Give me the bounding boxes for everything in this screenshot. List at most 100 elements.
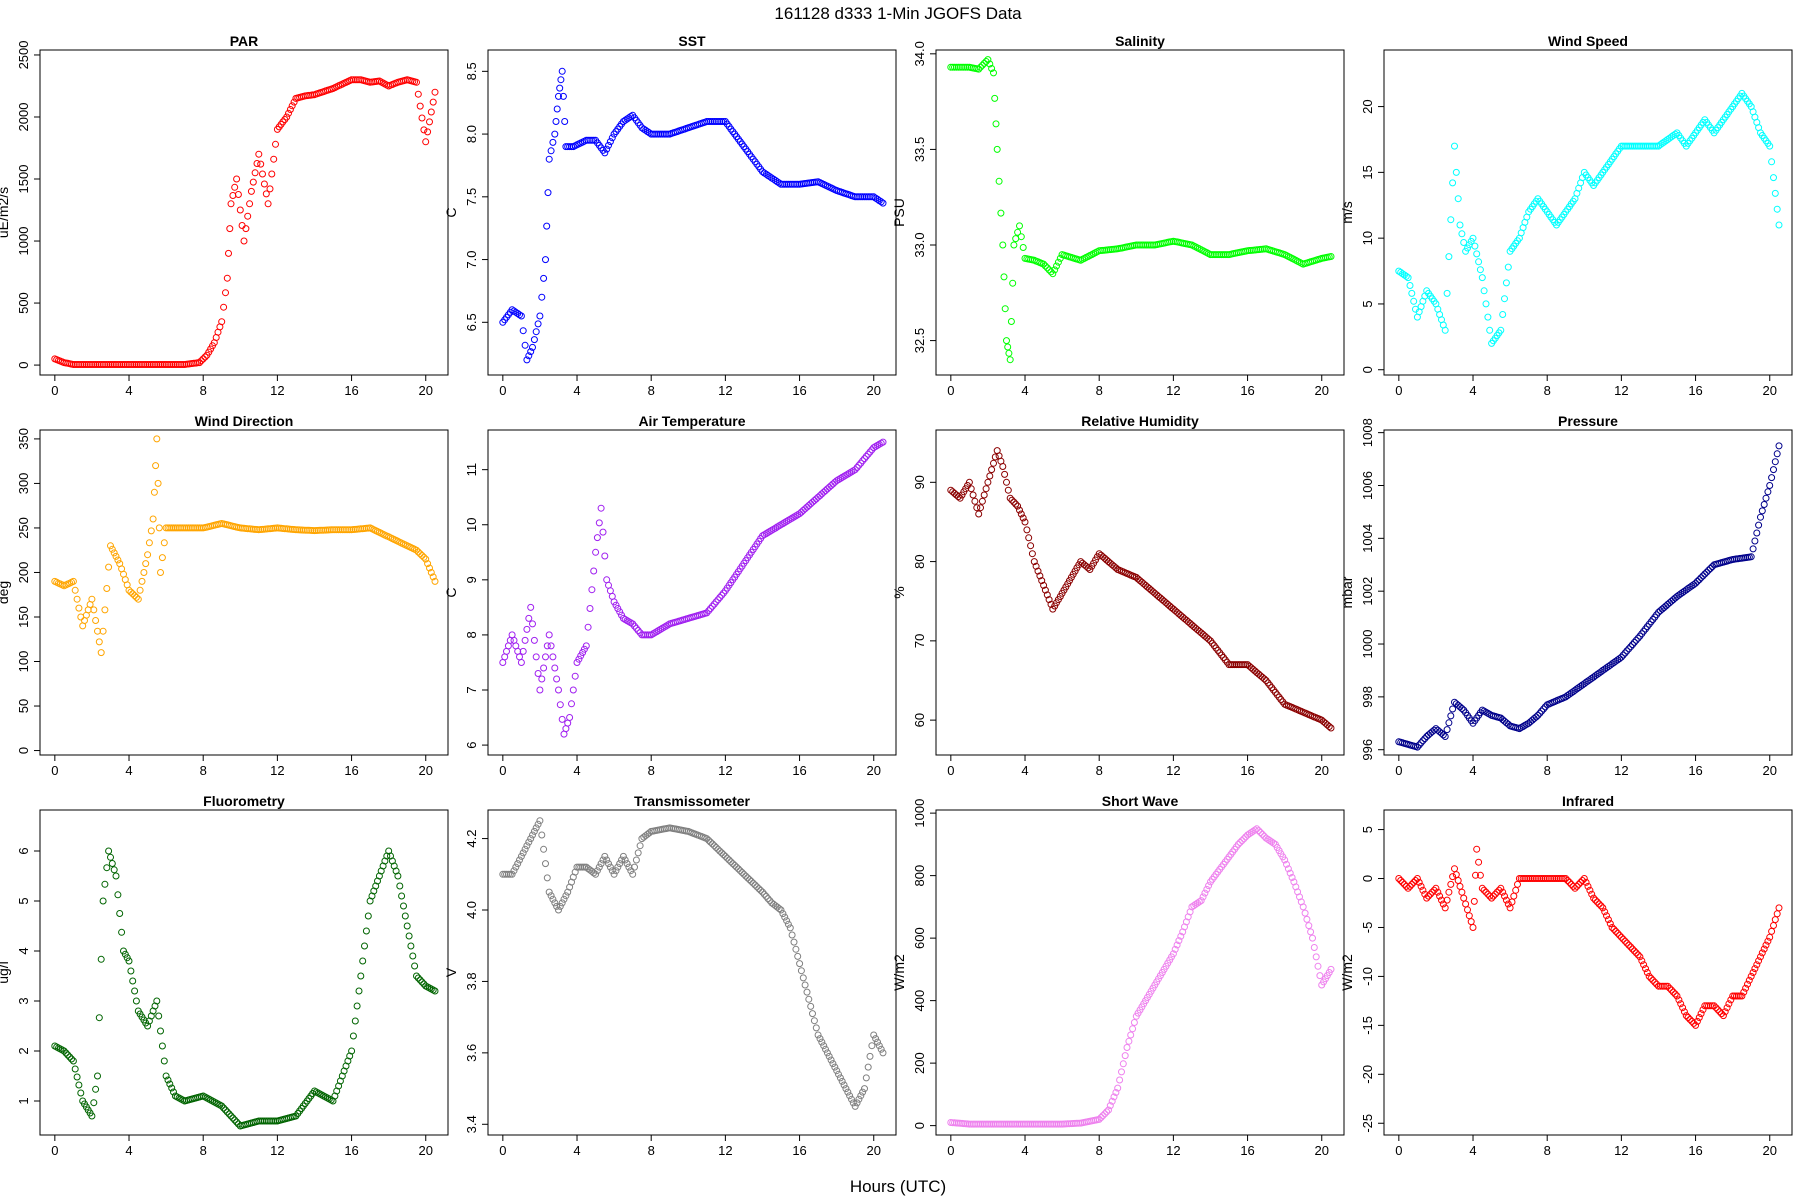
data-point — [1441, 326, 1449, 334]
data-point — [1603, 912, 1610, 920]
plot-frame — [1383, 809, 1793, 1136]
data-point — [1458, 230, 1466, 238]
data-point — [1119, 1060, 1127, 1068]
data-point — [1014, 502, 1022, 510]
data-point — [580, 863, 588, 871]
data-point — [986, 60, 994, 68]
data-point — [411, 962, 419, 970]
y-tick-label: 1006 — [1360, 471, 1375, 500]
data-point — [1095, 1115, 1103, 1123]
data-point — [1680, 1008, 1688, 1016]
data-point — [1593, 898, 1601, 906]
data-point — [431, 987, 439, 995]
data-point — [978, 61, 986, 69]
data-point — [1475, 858, 1483, 866]
data-point — [1482, 888, 1490, 896]
data-point — [1454, 195, 1462, 203]
plot-frame — [39, 49, 449, 376]
data-point — [1084, 564, 1092, 572]
data-point — [1103, 556, 1111, 564]
data-point — [1006, 356, 1014, 364]
data-point — [980, 491, 988, 499]
data-point — [1273, 691, 1281, 699]
data-point — [99, 627, 107, 635]
data-point — [527, 835, 535, 843]
y-tick-label: -5 — [1360, 922, 1375, 934]
y-axis-label: uE/m2/s — [0, 187, 11, 238]
data-point — [1205, 882, 1213, 890]
data-point — [553, 902, 561, 910]
data-point — [1472, 871, 1479, 879]
data-point — [1629, 641, 1636, 649]
panel-transmissometer: Transmissometer V 0 4 8 12 16 20 3.4 3.6 3.8 4.0 4.2 — [443, 793, 897, 1158]
data-point — [727, 858, 735, 866]
data-point — [805, 995, 813, 1003]
data-point — [762, 892, 770, 900]
x-tick-label: 20 — [419, 1143, 433, 1158]
data-point — [1649, 976, 1657, 984]
data-point — [418, 978, 426, 986]
data-point — [1467, 918, 1475, 926]
y-axis-label: ug/l — [0, 961, 11, 984]
figure-title: 161128 d333 1-Min JGOFS Data — [774, 4, 1022, 23]
data-point — [612, 867, 620, 875]
data-point — [1773, 450, 1781, 458]
data-point — [94, 1072, 101, 1080]
data-point — [427, 108, 435, 116]
data-point — [351, 1017, 359, 1025]
data-point — [409, 952, 417, 960]
data-point — [1578, 877, 1586, 884]
data-point — [1423, 894, 1431, 902]
data-point — [840, 472, 848, 480]
data-point — [781, 913, 789, 921]
data-point — [1016, 222, 1023, 230]
data-point — [225, 249, 232, 257]
plot-frame — [935, 809, 1345, 1136]
data-point — [521, 636, 529, 644]
data-point — [766, 897, 774, 905]
data-point — [1766, 482, 1774, 489]
data-point — [835, 1070, 842, 1078]
data-point — [796, 960, 804, 968]
y-axis-label: W/m2 — [1339, 954, 1355, 991]
data-point — [534, 670, 542, 677]
data-point — [145, 539, 153, 547]
data-point — [838, 1077, 846, 1085]
data-point — [1710, 1002, 1718, 1010]
data-point — [1408, 880, 1416, 888]
data-point — [714, 845, 722, 853]
data-point — [1647, 618, 1655, 626]
data-point — [95, 638, 103, 646]
data-point — [1489, 892, 1497, 900]
data-point — [1008, 496, 1016, 504]
data-point — [718, 591, 726, 599]
data-point — [227, 200, 235, 208]
data-point — [590, 567, 598, 575]
data-point — [649, 630, 657, 638]
data-point — [201, 353, 209, 361]
x-tick-label: 12 — [718, 763, 732, 778]
data-point — [1175, 610, 1183, 618]
data-point — [168, 1084, 176, 1092]
data-point — [129, 590, 137, 598]
data-point — [1201, 889, 1209, 897]
data-point — [809, 1010, 816, 1018]
data-point — [619, 614, 627, 622]
data-point — [592, 548, 600, 556]
data-point — [877, 1045, 885, 1053]
y-tick-label: 7 — [464, 686, 479, 693]
panel-relative-humidity: Relative Humidity% 0 4 8 12 16 20 60 70 80 90 — [891, 413, 1345, 778]
data-point — [225, 1110, 233, 1118]
y-tick-label: 11 — [464, 463, 479, 477]
y-tick-label: 3.6 — [464, 1044, 479, 1062]
data-point — [1199, 631, 1207, 638]
data-point — [992, 120, 1000, 128]
data-point — [413, 972, 420, 980]
data-point — [829, 1060, 837, 1068]
data-point — [238, 222, 246, 229]
data-point — [536, 817, 544, 825]
data-point — [1480, 287, 1488, 295]
data-point — [1608, 924, 1616, 931]
data-point — [138, 577, 146, 585]
data-point — [1258, 830, 1266, 838]
